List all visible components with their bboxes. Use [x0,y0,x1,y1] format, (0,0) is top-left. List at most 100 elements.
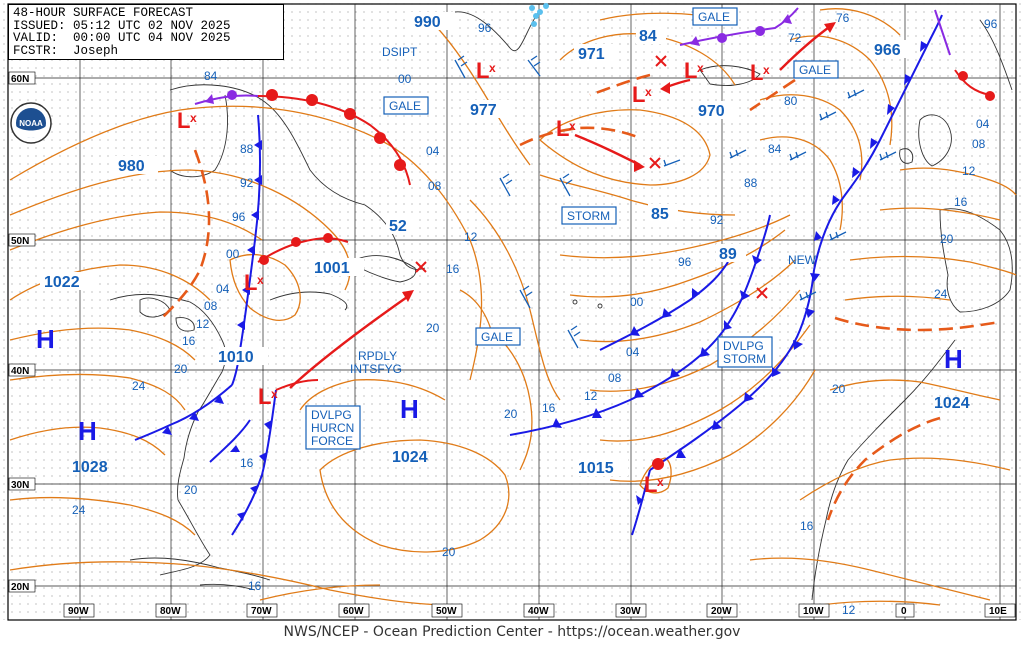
isobar-label: 72 [788,31,802,45]
rpdly-label-1: RPDLY [358,349,397,363]
isobar-labels: 96 84 88 92 96 00 04 08 12 16 20 24 20 1… [72,11,998,617]
svg-text:x: x [645,85,652,99]
gale-label: GALE [799,63,831,77]
header-forecaster: FCSTR: Joseph [13,43,119,58]
isobar-label: 08 [204,299,218,313]
annotations: DSIPT RPDLY INTSFYG NEW [350,45,817,376]
dvlpg-hurcn-label-1: DVLPG [311,408,352,422]
svg-text:L: L [476,58,489,83]
pressure-value: 85 [651,206,669,223]
isobar-label: 20 [940,232,954,246]
isobar-label: 20 [832,382,846,396]
pressure-value: 1024 [392,449,428,466]
noaa-logo: NOAA [10,102,52,144]
isobar-label: 12 [584,389,598,403]
cold-front-barbs [162,41,928,521]
isobar-label: 24 [934,287,948,301]
isobar-label: 04 [976,117,990,131]
pressure-centers: H 1028 H 1024 H 1024 H 1022 980 1001 101… [36,12,970,477]
isobar-label: 84 [204,69,218,83]
warm-front-bumps [259,71,995,470]
isobars [9,8,1017,606]
lon-label-50w: 50W [436,606,457,617]
header-issued: ISSUED: 05:12 UTC 02 NOV 2025 [13,18,231,33]
svg-text:L: L [644,472,657,497]
warning-labels: GALE GALE GALE GALE STORM DVLPG STORM DV… [305,7,839,450]
lat-labels: 60N 50N 40N 30N 20N [8,71,36,593]
high-symbol: H [36,324,55,354]
pressure-value: 970 [698,103,725,120]
isobar-label: 04 [216,282,230,296]
pressure-value: 971 [578,46,605,63]
isobar-label: 00 [226,247,240,261]
pressure-value: 1015 [578,460,614,477]
isobar-label: 16 [954,195,968,209]
dsipt-label: DSIPT [382,45,418,59]
footer-credit: NWS/NCEP - Ocean Prediction Center - htt… [283,624,741,640]
isobar-label: 20 [184,483,198,497]
lon-label-0: 0 [901,606,907,617]
lon-label-30w: 30W [620,606,641,617]
lat-label-50n: 50N [11,236,29,247]
isobar-label: 20 [174,362,188,376]
new-label: NEW [788,253,817,267]
lon-label-60w: 60W [343,606,364,617]
isobar-label: 76 [836,11,850,25]
ice-edge [529,3,549,27]
map-background [0,0,1024,620]
svg-text:x: x [190,111,197,125]
forecast-x-marks [415,55,768,299]
pressure-value: 966 [874,42,901,59]
coastlines [109,9,1013,601]
storm-label: STORM [567,209,610,223]
lon-label-90w: 90W [68,606,89,617]
isobar-label: 16 [240,456,254,470]
lon-labels: 90W 80W 70W 60W 50W 40W 30W 20W 10W 0 10… [63,603,1016,618]
lat-label-60n: 60N [11,74,29,85]
isobar-label: 12 [464,230,478,244]
isobar-label: 20 [442,545,456,559]
isobar-label: 96 [678,255,692,269]
gale-label: GALE [698,10,730,24]
svg-text:x: x [569,119,576,133]
isobar-label: 80 [784,94,798,108]
svg-text:L: L [556,116,569,141]
dvlpg-storm-label-1: DVLPG [723,339,764,353]
isobar-label: 12 [196,317,210,331]
isobar-label: 20 [504,407,518,421]
isobar-label: 16 [248,579,262,593]
troughs [159,73,1001,521]
pressure-value: 84 [639,28,657,45]
svg-text:L: L [244,270,257,295]
svg-text:L: L [258,384,271,409]
header-title: 48-HOUR SURFACE FORECAST [13,6,194,20]
isobar-label: 88 [240,142,254,156]
header-valid: VALID: 00:00 UTC 04 NOV 2025 [13,31,231,45]
svg-text:x: x [257,273,264,287]
isobar-label: 24 [132,379,146,393]
isobar-label: 16 [446,262,460,276]
map-frame [7,3,1017,621]
svg-text:x: x [657,475,664,489]
svg-text:L: L [632,82,645,107]
pressure-value: 1010 [218,349,254,366]
lon-label-70w: 70W [251,606,272,617]
gale-label: GALE [481,330,513,344]
isobar-label: 00 [630,295,644,309]
pressure-value: 1022 [44,274,80,291]
isobar-label: 96 [232,210,246,224]
svg-text:L: L [177,108,190,133]
svg-text:L: L [750,60,763,85]
logo-text: NOAA [19,119,43,128]
lon-label-10w: 10W [803,606,824,617]
svg-text:x: x [271,387,278,401]
lat-label-20n: 20N [11,582,29,593]
pressure-value: 1024 [934,395,970,412]
occluded-marks [205,14,792,104]
svg-text:x: x [697,61,704,75]
dvlpg-hurcn-label-3: FORCE [311,434,353,448]
svg-text:x: x [489,61,496,75]
isobar-label: 92 [240,176,254,190]
